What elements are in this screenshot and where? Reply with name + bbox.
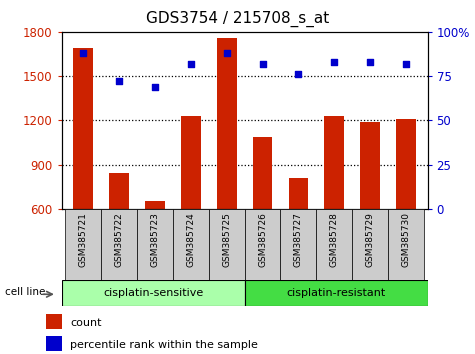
Bar <box>396 119 416 209</box>
Point <box>402 61 410 67</box>
Point <box>294 72 302 77</box>
Bar <box>109 173 129 209</box>
Point <box>187 61 195 67</box>
Point <box>223 50 230 56</box>
Text: GDS3754 / 215708_s_at: GDS3754 / 215708_s_at <box>146 11 329 27</box>
Bar <box>316 209 352 280</box>
Bar <box>388 209 424 280</box>
Bar <box>145 201 165 209</box>
Text: GSM385724: GSM385724 <box>186 212 195 267</box>
Text: GSM385722: GSM385722 <box>114 212 124 267</box>
Bar <box>46 336 62 351</box>
Point <box>331 59 338 65</box>
Text: GSM385727: GSM385727 <box>294 212 303 267</box>
Text: cisplatin-sensitive: cisplatin-sensitive <box>103 288 203 298</box>
Point <box>115 79 123 84</box>
Text: percentile rank within the sample: percentile rank within the sample <box>70 340 258 350</box>
Point <box>366 59 374 65</box>
Bar <box>66 209 101 280</box>
Point <box>151 84 159 90</box>
Bar <box>245 280 428 306</box>
Bar <box>209 209 245 280</box>
Text: GSM385730: GSM385730 <box>401 212 410 267</box>
Text: GSM385726: GSM385726 <box>258 212 267 267</box>
Bar <box>181 116 201 209</box>
Bar <box>217 38 237 209</box>
Bar <box>245 209 280 280</box>
Bar <box>280 209 316 280</box>
Text: cell line: cell line <box>5 287 45 297</box>
Bar <box>46 314 62 329</box>
Bar <box>360 122 380 209</box>
Bar <box>173 209 209 280</box>
Point <box>79 50 87 56</box>
Text: GSM385723: GSM385723 <box>151 212 160 267</box>
Bar <box>101 209 137 280</box>
Bar <box>324 116 344 209</box>
Bar <box>288 178 308 209</box>
Text: GSM385728: GSM385728 <box>330 212 339 267</box>
Bar <box>74 48 93 209</box>
Text: GSM385721: GSM385721 <box>79 212 88 267</box>
Point <box>259 61 266 67</box>
Bar <box>62 280 245 306</box>
Text: GSM385729: GSM385729 <box>366 212 375 267</box>
Bar <box>253 137 273 209</box>
Text: cisplatin-resistant: cisplatin-resistant <box>286 288 386 298</box>
Bar <box>352 209 388 280</box>
Text: count: count <box>70 318 102 328</box>
Text: GSM385725: GSM385725 <box>222 212 231 267</box>
Bar <box>137 209 173 280</box>
